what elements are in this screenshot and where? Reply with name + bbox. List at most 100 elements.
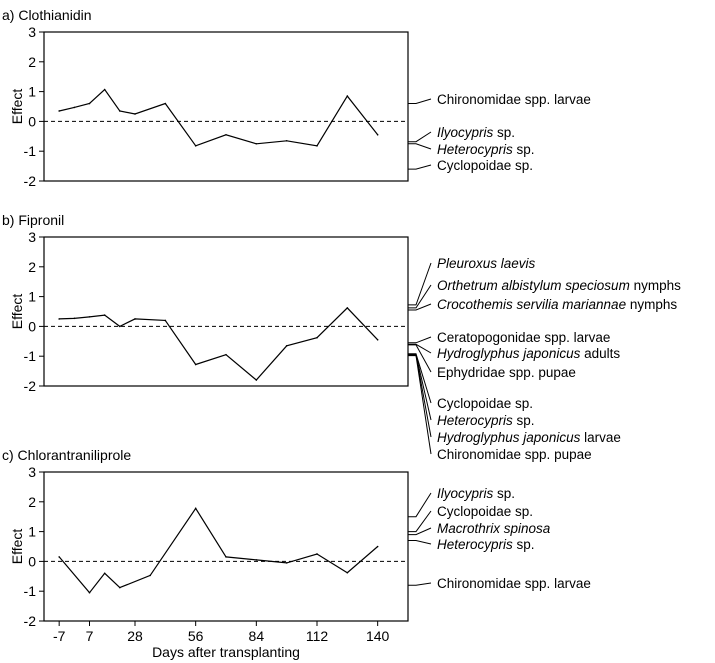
data-point (285, 139, 288, 142)
y-tick-label: 0 (28, 113, 36, 129)
data-point (255, 142, 258, 145)
annotation-label: Heterocypris sp. (437, 413, 535, 428)
annotation-label-part: Heterocypris (437, 537, 513, 552)
annotation-label-part: Chironomidae spp. larvae (437, 576, 591, 591)
annotation-connector (408, 354, 432, 438)
data-point (255, 559, 258, 561)
data-point (316, 145, 318, 147)
y-tick-label: -1 (24, 348, 37, 364)
annotation-label-part: Chironomidae spp. larvae (437, 92, 591, 107)
y-tick-label: -2 (24, 378, 37, 394)
annotation-label: Ilyocypris sp. (437, 486, 515, 501)
data-point (164, 102, 167, 105)
data-point (58, 318, 60, 320)
series-line (59, 307, 379, 381)
data-point (134, 318, 136, 320)
annotation-label-part: Cyclopoidae sp. (437, 158, 533, 173)
annotation-connector (408, 540, 432, 545)
plot-frame (43, 471, 409, 622)
annotation-label-part: Cyclopoidae sp. (437, 504, 533, 519)
panel-title: c) Chlorantraniliprole (2, 447, 131, 463)
annotation-label: Chironomidae spp. pupae (437, 447, 592, 462)
annotation-label-part: Chironomidae spp. pupae (437, 447, 592, 462)
data-point (346, 95, 349, 97)
annotation-label: Cyclopoidae sp. (437, 504, 533, 519)
data-point (194, 363, 197, 366)
y-tick-label: 2 (28, 54, 36, 70)
y-tick-label: -2 (24, 613, 37, 629)
annotation-label: Heterocypris sp. (437, 537, 535, 552)
data-point (376, 545, 379, 548)
annotation-label: Macrothrix spinosa (437, 521, 551, 536)
annotation-label: Chironomidae spp. larvae (437, 576, 591, 591)
y-tick-label: 2 (28, 494, 36, 510)
data-point (376, 339, 379, 341)
data-point (225, 353, 227, 356)
data-point (103, 572, 106, 575)
annotation-connector (408, 510, 432, 533)
data-point (88, 316, 91, 318)
annotation-label-part: Hydroglyphus japonicus (437, 430, 581, 445)
y-axis-label: Effect (9, 529, 25, 565)
annotation-connector (408, 143, 432, 150)
annotation-connector (408, 303, 432, 311)
annotation-label-part: Macrothrix spinosa (437, 521, 551, 536)
data-point (285, 562, 288, 564)
data-point (149, 574, 151, 577)
annotation-label: Orthetrum albistylum speciosum nymphs (437, 278, 681, 293)
y-tick-label: 3 (28, 229, 36, 245)
y-axis-label: Effect (9, 89, 25, 125)
annotation-label-part: Hydroglyphus japonicus (437, 346, 581, 361)
series-line (59, 88, 379, 147)
x-tick-label: 28 (127, 628, 143, 644)
annotation-connector (408, 582, 432, 586)
y-tick-label: -1 (24, 143, 37, 159)
y-tick-label: 3 (28, 24, 36, 40)
panel-title: b) Fipronil (2, 212, 64, 228)
annotation-label-part: nymphs (630, 278, 681, 293)
data-point (194, 145, 197, 147)
y-tick-label: -2 (24, 173, 37, 189)
annotation-connector (408, 336, 432, 344)
annotation-label: Ephydridae spp. pupae (437, 365, 576, 380)
annotation-connector (408, 492, 432, 518)
y-tick-label: -1 (24, 583, 37, 599)
data-point (346, 571, 349, 574)
annotation-label-part: sp. (513, 142, 535, 157)
annotation-label-part: Ilyocypris (437, 125, 494, 140)
data-point (194, 507, 197, 510)
x-tick-label: 7 (86, 628, 94, 644)
panel-0: a) Clothianidin -2 -1 0 1 2 3 Effect Chironomida… (2, 7, 591, 189)
data-point (73, 317, 76, 320)
data-point (58, 556, 60, 558)
annotation-label: Cyclopoidae sp. (437, 396, 533, 411)
annotation-label-part: adults (580, 346, 620, 361)
data-point (103, 314, 106, 316)
annotation-label: Hydroglyphus japonicus adults (437, 346, 620, 361)
annotation-label: Ceratopogonidae spp. larvae (437, 330, 610, 345)
annotation-label-part: Heterocypris (437, 142, 513, 157)
y-tick-label: 0 (28, 553, 36, 569)
data-point (119, 586, 121, 589)
data-point (88, 102, 91, 105)
y-tick-label: 1 (28, 84, 36, 100)
data-point (134, 113, 136, 115)
data-point (316, 553, 318, 555)
annotation-connector (408, 98, 432, 104)
data-point (73, 106, 76, 109)
annotation-label-part: sp. (513, 537, 535, 552)
annotation-connector (408, 527, 432, 536)
data-point (255, 379, 258, 381)
annotation-label: Chironomidae spp. larvae (437, 92, 591, 107)
data-point (225, 134, 227, 136)
annotation-connector (408, 262, 432, 306)
annotation-label-part: Cyclopoidae sp. (437, 396, 533, 411)
y-tick-label: 1 (28, 524, 36, 540)
x-tick-label: 112 (306, 628, 329, 644)
x-tick-label: 140 (366, 628, 390, 644)
annotation-connector (408, 164, 432, 170)
data-point (376, 134, 379, 136)
annotation-connector (408, 131, 432, 143)
data-point (58, 110, 60, 112)
